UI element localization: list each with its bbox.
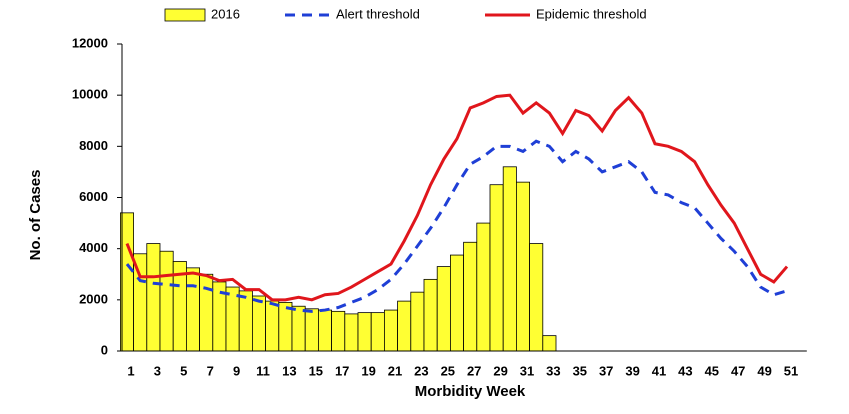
x-tick-label: 47 [731,363,745,378]
bar [291,305,306,352]
x-tick-label: 31 [520,363,534,378]
bar [383,309,398,352]
x-tick-label: 9 [233,363,240,378]
x-tick-label: 1 [127,363,134,378]
x-tick-label: 35 [573,363,587,378]
bar [238,290,253,352]
legend-label: Alert threshold [336,6,420,21]
bar [159,250,174,352]
x-tick-label: 21 [388,363,402,378]
bar [357,312,372,352]
bar [317,309,332,352]
x-tick-label: 51 [784,363,798,378]
bar [397,300,412,352]
bar [265,300,280,352]
bar [344,313,359,352]
x-tick-label: 19 [361,363,375,378]
bar [463,241,478,352]
x-tick-label: 41 [652,363,666,378]
legend-label: Epidemic threshold [536,6,647,21]
y-tick-label: 4000 [79,240,108,255]
bar [542,335,557,352]
x-tick-label: 7 [207,363,214,378]
bar [489,184,504,352]
y-tick-label: 10000 [72,87,108,102]
y-tick-label: 2000 [79,291,108,306]
x-tick-label: 29 [493,363,507,378]
bar [516,181,531,352]
bar [146,243,161,352]
x-tick-label: 45 [705,363,719,378]
bar [304,308,319,352]
legend-label: 2016 [211,6,240,21]
x-tick-label: 5 [180,363,187,378]
line [125,93,789,302]
x-tick-label: 11 [256,363,270,378]
legend-swatch [164,8,206,22]
bar [370,312,385,352]
bar [423,278,438,352]
x-tick-label: 23 [414,363,428,378]
x-tick-label: 3 [154,363,161,378]
x-tick-label: 17 [335,363,349,378]
x-tick-label: 49 [757,363,771,378]
bar [185,267,200,352]
bar [436,266,451,352]
x-tick-label: 33 [546,363,560,378]
y-tick-label: 8000 [79,138,108,153]
y-axis-label: No. of Cases [27,170,44,261]
bar [331,310,346,352]
y-tick-label: 6000 [79,189,108,204]
bar [529,243,544,352]
x-tick-label: 27 [467,363,481,378]
bar [251,295,266,352]
bar [476,222,491,352]
x-tick-label: 13 [282,363,296,378]
x-tick-label: 15 [309,363,323,378]
bar [199,273,214,352]
bar [502,166,517,352]
x-tick-label: 43 [678,363,692,378]
line [125,139,788,313]
y-tick-label: 12000 [72,35,108,50]
x-axis-label: Morbidity Week [415,383,526,400]
x-tick-label: 25 [441,363,455,378]
y-tick-label: 0 [101,342,108,357]
x-tick-label: 39 [625,363,639,378]
bar [449,254,464,352]
x-tick-label: 37 [599,363,613,378]
bar [410,291,425,352]
